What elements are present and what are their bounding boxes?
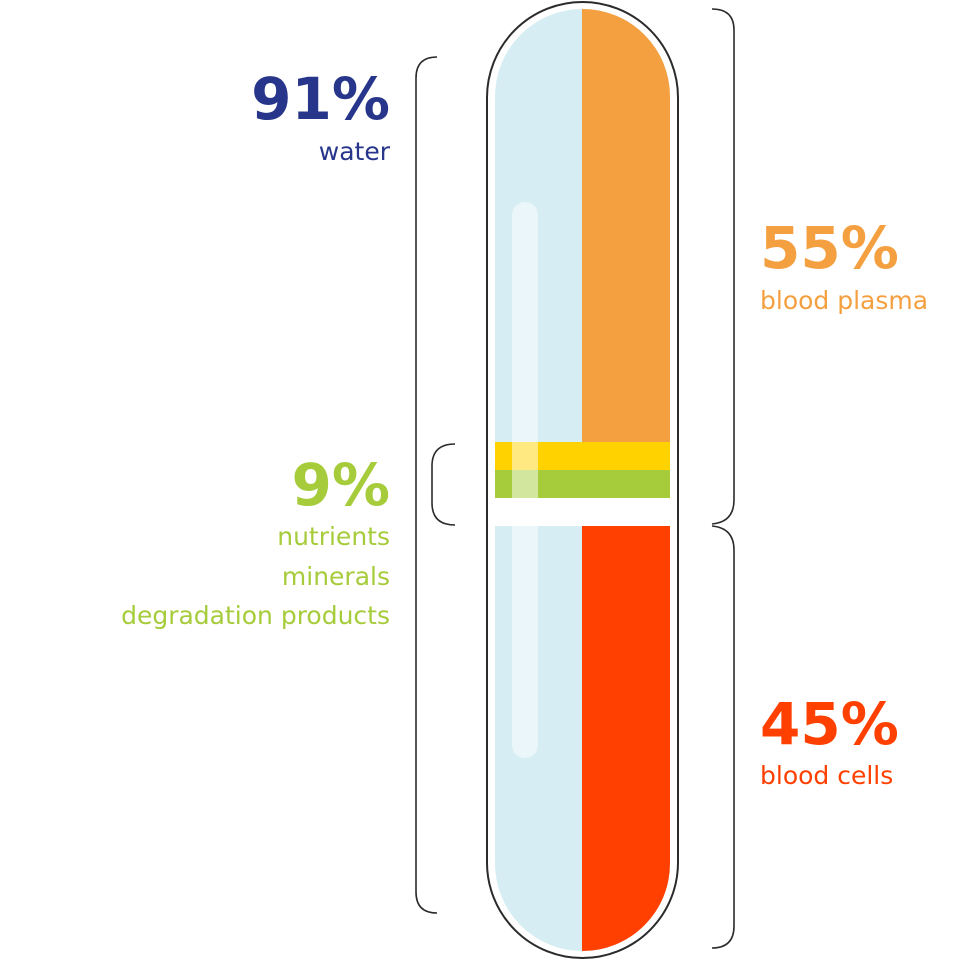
- plasma-fill: [582, 9, 670, 442]
- plasma-label: blood plasma: [760, 286, 929, 315]
- cells-brace: [711, 525, 735, 949]
- tube-highlight: [512, 202, 538, 758]
- water-percent: 91%: [251, 65, 390, 133]
- water-bracket: [415, 56, 438, 914]
- plasma-percent: 55%: [760, 214, 899, 282]
- tube-contents: [495, 9, 670, 951]
- cells-label: blood cells: [760, 761, 894, 790]
- cells-percent: 45%: [760, 690, 899, 758]
- water-label: water: [318, 137, 390, 166]
- nutrients-label-2: minerals: [281, 562, 390, 591]
- nutrients-bracket: [431, 443, 456, 526]
- nutrients-label-1: nutrients: [277, 522, 390, 551]
- nutrients-percent: 9%: [291, 451, 390, 519]
- nutrients-label-3: degradation products: [121, 601, 390, 630]
- plasma-brace: [711, 8, 735, 525]
- cells-fill: [582, 526, 670, 951]
